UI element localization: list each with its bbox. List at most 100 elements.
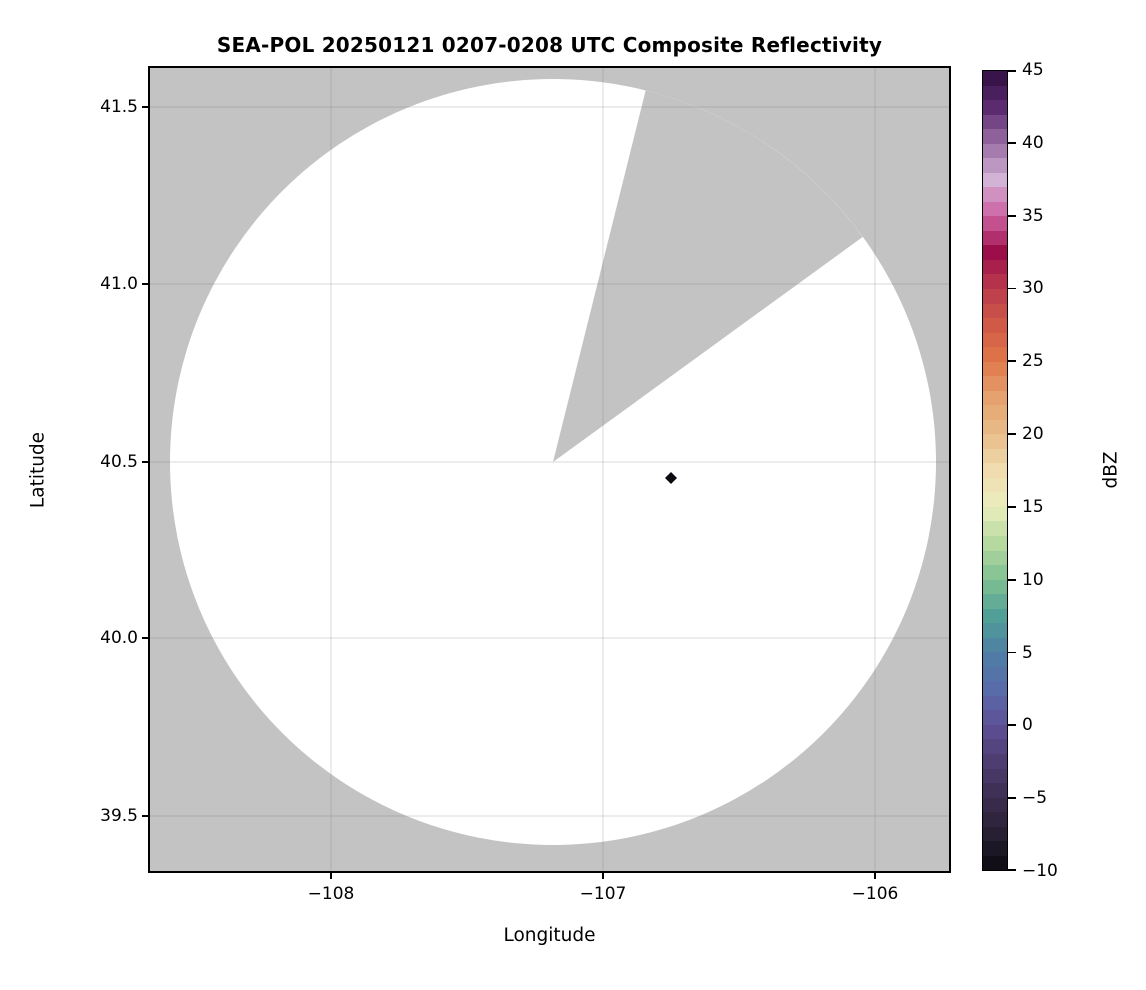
- colorbar-band: [983, 710, 1007, 725]
- colorbar-band: [983, 158, 1007, 173]
- colorbar-band: [983, 201, 1007, 217]
- y-axis-tick: [142, 637, 150, 639]
- colorbar-band: [983, 71, 1007, 86]
- y-axis-tick-label: 40.5: [100, 452, 138, 472]
- colorbar-band: [983, 143, 1007, 159]
- colorbar-tick-label: 45: [1022, 60, 1044, 80]
- colorbar-tick-label: 25: [1022, 351, 1044, 372]
- colorbar-band: [983, 826, 1007, 842]
- colorbar-tick: [1008, 360, 1016, 363]
- colorbar-tick: [1008, 724, 1016, 727]
- colorbar-tick-label: 20: [1022, 424, 1044, 445]
- x-axis-tick: [330, 871, 332, 879]
- colorbar-band: [983, 608, 1007, 624]
- colorbar-band: [983, 318, 1007, 333]
- colorbar-tick: [1008, 287, 1016, 290]
- colorbar-tick-label: 15: [1022, 496, 1044, 517]
- colorbar-band: [983, 347, 1007, 362]
- colorbar-band: [983, 245, 1007, 260]
- y-axis-tick-label: 41.5: [100, 97, 138, 117]
- colorbar-band: [983, 579, 1007, 595]
- x-axis-tick-label: −108: [307, 884, 355, 904]
- y-axis-tick-label: 39.5: [100, 806, 138, 826]
- x-axis-tick-label: −106: [851, 884, 899, 904]
- colorbar-tick: [1008, 869, 1016, 871]
- colorbar-tick-label: 30: [1022, 278, 1044, 299]
- colorbar-tick: [1008, 214, 1016, 217]
- colorbar-tick: [1008, 651, 1016, 654]
- gridlines: [150, 68, 949, 871]
- colorbar-band: [983, 303, 1007, 319]
- colorbar-band: [983, 724, 1007, 740]
- colorbar-band: [983, 405, 1007, 420]
- y-axis-tick-label: 40.0: [100, 628, 138, 648]
- colorbar-band: [983, 768, 1007, 784]
- x-axis-tick-label: −107: [579, 884, 627, 904]
- colorbar-band: [983, 129, 1007, 144]
- colorbar-tick-label: 0: [1022, 715, 1033, 736]
- colorbar-band: [983, 550, 1007, 566]
- colorbar-band: [983, 216, 1007, 231]
- colorbar-band: [983, 288, 1007, 304]
- colorbar-tick: [1008, 70, 1016, 72]
- colorbar-band: [983, 753, 1007, 769]
- colorbar-band: [983, 681, 1007, 696]
- colorbar-label: dBZ: [1100, 451, 1122, 489]
- plot-title: SEA-POL 20250121 0207-0208 UTC Composite…: [216, 33, 883, 57]
- colorbar-band: [983, 85, 1007, 101]
- missing-data-wedge: [553, 90, 863, 463]
- colorbar-band: [983, 536, 1007, 551]
- colorbar-tick: [1008, 141, 1016, 144]
- x-axis-tick: [602, 871, 604, 879]
- colorbar-tick: [1008, 578, 1016, 581]
- colorbar-band: [983, 361, 1007, 377]
- colorbar-band: [983, 637, 1007, 653]
- colorbar-band: [983, 376, 1007, 391]
- colorbar-band: [983, 521, 1007, 536]
- colorbar: [982, 70, 1008, 871]
- colorbar-tick-label: 40: [1022, 132, 1044, 153]
- colorbar-band: [983, 100, 1007, 115]
- x-axis-label: Longitude: [503, 925, 596, 946]
- plot-area: [148, 66, 951, 873]
- colorbar-band: [983, 274, 1007, 289]
- colorbar-band: [983, 448, 1007, 464]
- colorbar-band: [983, 666, 1007, 682]
- colorbar-band: [983, 594, 1007, 609]
- colorbar-tick-label: 5: [1022, 642, 1033, 663]
- colorbar-tick-label: −5: [1022, 788, 1048, 809]
- colorbar-band: [983, 797, 1007, 813]
- y-axis-tick-label: 41.0: [100, 274, 138, 294]
- colorbar-band: [983, 390, 1007, 406]
- colorbar-band: [983, 855, 1007, 871]
- y-axis-tick: [142, 106, 150, 108]
- colorbar-tick-label: 10: [1022, 569, 1044, 590]
- colorbar-band: [983, 506, 1007, 522]
- colorbar-band: [983, 172, 1007, 188]
- colorbar-band: [983, 841, 1007, 856]
- colorbar-band: [983, 434, 1007, 449]
- colorbar-band: [983, 463, 1007, 478]
- colorbar-band: [983, 695, 1007, 711]
- colorbar-band: [983, 187, 1007, 202]
- y-axis-tick: [142, 283, 150, 285]
- colorbar-band: [983, 477, 1007, 493]
- y-axis-label: Latitude: [27, 431, 49, 509]
- colorbar-tick: [1008, 797, 1016, 800]
- y-axis-tick: [142, 461, 150, 463]
- y-axis-tick: [142, 815, 150, 817]
- colorbar-band: [983, 259, 1007, 275]
- colorbar-band: [983, 565, 1007, 580]
- colorbar-tick: [1008, 433, 1016, 435]
- colorbar-tick-label: −10: [1022, 861, 1058, 881]
- colorbar-band: [983, 419, 1007, 435]
- colorbar-band: [983, 783, 1007, 798]
- colorbar-band: [983, 812, 1007, 827]
- colorbar-band: [983, 332, 1007, 348]
- colorbar-band: [983, 623, 1007, 638]
- colorbar-band: [983, 114, 1007, 130]
- colorbar-band: [983, 230, 1007, 246]
- x-axis-tick: [874, 871, 876, 879]
- colorbar-tick-label: 35: [1022, 205, 1044, 226]
